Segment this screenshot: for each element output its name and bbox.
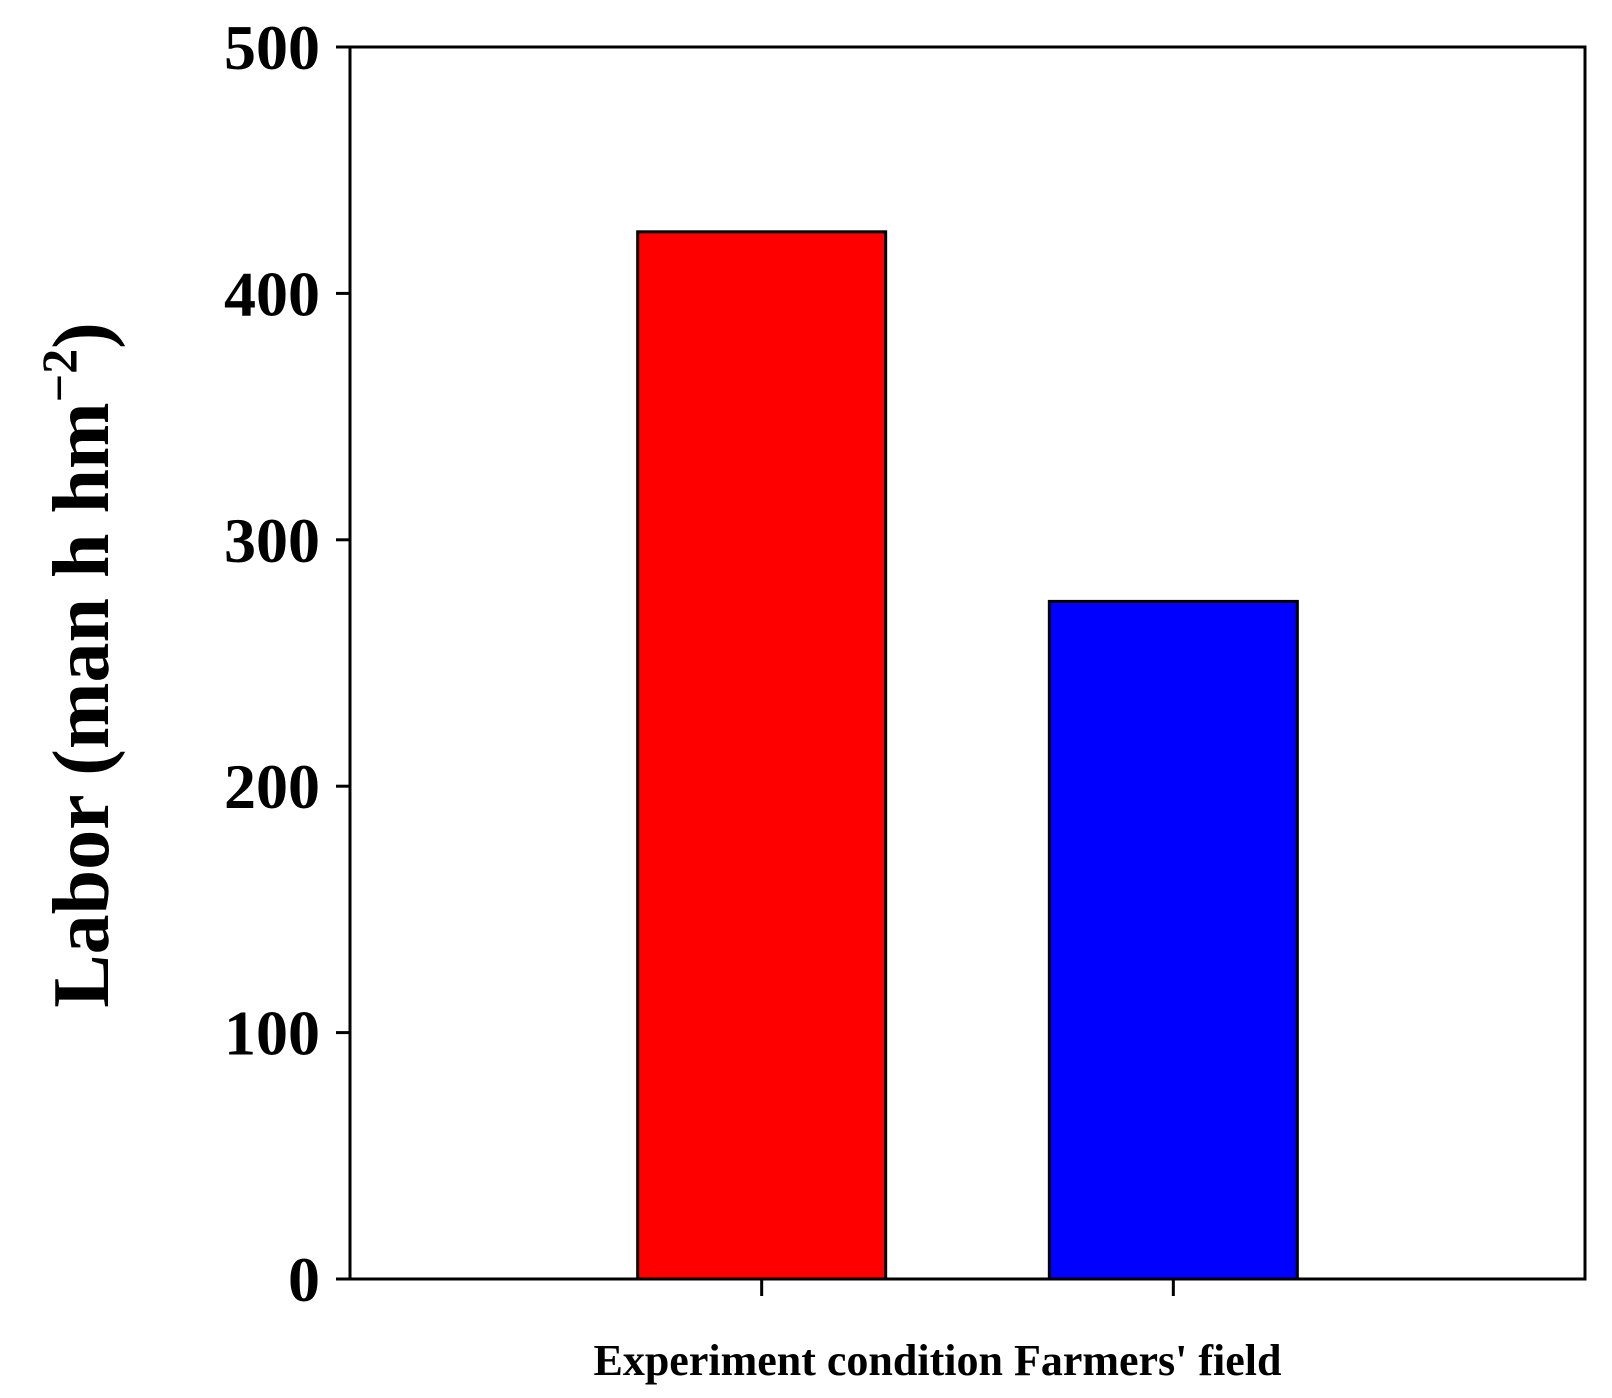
x-category-labels: Experiment condition Farmers' field [593,1336,1281,1385]
plot-area [348,45,1587,1281]
y-axis-title-main: Labor (man h hm [38,402,126,1007]
y-axis-title-superscript: −2 [31,349,87,403]
y-axis-title: Labor (man h hm−2) [31,322,126,1007]
y-axis: 0 100 200 300 400 500 [224,12,350,1315]
plot-frame [348,45,1587,1281]
y-tick-label-300: 300 [224,505,320,576]
bar-1 [636,230,888,1281]
bar-2 [1047,599,1299,1281]
bars [636,230,1299,1281]
x-axis: Experiment condition Farmers' field [593,1279,1282,1385]
y-tick-label-0: 0 [288,1244,320,1315]
y-tick-label-100: 100 [224,998,320,1069]
x-category-label-1: Experiment condition [593,1336,1002,1385]
y-axis-title-close: ) [38,322,126,349]
y-tick-label-400: 400 [224,258,320,329]
y-tick-label-200: 200 [224,751,320,822]
y-tick-label-500: 500 [224,12,320,83]
x-category-label-2: Farmers' field [1003,1336,1282,1385]
